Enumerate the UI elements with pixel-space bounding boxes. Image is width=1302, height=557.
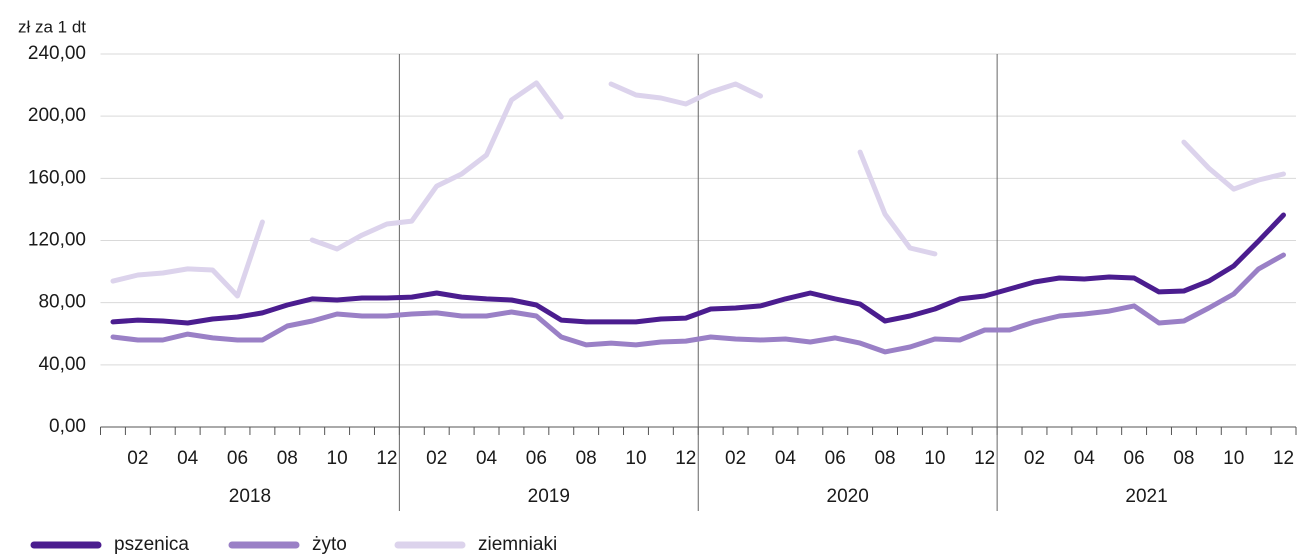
y-tick-label: 160,00 [28, 167, 86, 188]
y-tick-label: 40,00 [38, 354, 86, 375]
x-tick-label: 10 [1223, 448, 1244, 469]
legend-label: pszenica [114, 534, 189, 555]
x-tick-label: 12 [974, 448, 995, 469]
year-label: 2018 [229, 486, 271, 507]
x-tick-label: 06 [1124, 448, 1145, 469]
series-line [110, 252, 1286, 355]
x-tick-label: 04 [476, 448, 498, 469]
year-label: 2019 [528, 486, 570, 507]
x-tick-label: 12 [675, 448, 696, 469]
x-tick-label: 06 [825, 448, 846, 469]
legend-label: ziemniaki [478, 534, 557, 555]
legend-label: żyto [312, 534, 347, 555]
y-tick-label: 0,00 [49, 416, 86, 437]
x-tick-label: 08 [576, 448, 597, 469]
x-tick-label: 04 [1074, 448, 1096, 469]
x-tick-label: 10 [924, 448, 945, 469]
year-label: 2020 [827, 486, 869, 507]
y-tick-label: 80,00 [38, 292, 86, 313]
x-tick-label: 02 [127, 448, 148, 469]
x-tick-label: 06 [526, 448, 547, 469]
year-label: 2021 [1125, 486, 1167, 507]
x-tick-label: 12 [1273, 448, 1294, 469]
x-tick-label: 04 [775, 448, 797, 469]
y-axis-label: zł za 1 dt [18, 17, 86, 36]
x-tick-label: 02 [1024, 448, 1045, 469]
x-tick-label: 10 [625, 448, 646, 469]
series-line [110, 80, 1286, 299]
x-tick-label: 02 [426, 448, 447, 469]
y-tick-label: 200,00 [28, 105, 86, 126]
x-tick-label: 08 [1173, 448, 1194, 469]
x-tick-label: 08 [277, 448, 298, 469]
y-tick-label: 120,00 [28, 230, 86, 251]
x-tick-label: 08 [874, 448, 895, 469]
x-tick-label: 10 [327, 448, 348, 469]
x-tick-label: 04 [177, 448, 199, 469]
x-tick-label: 02 [725, 448, 746, 469]
y-tick-label: 240,00 [28, 43, 86, 64]
series-line [110, 212, 1286, 326]
x-tick-label: 12 [376, 448, 397, 469]
x-tick-label: 06 [227, 448, 248, 469]
